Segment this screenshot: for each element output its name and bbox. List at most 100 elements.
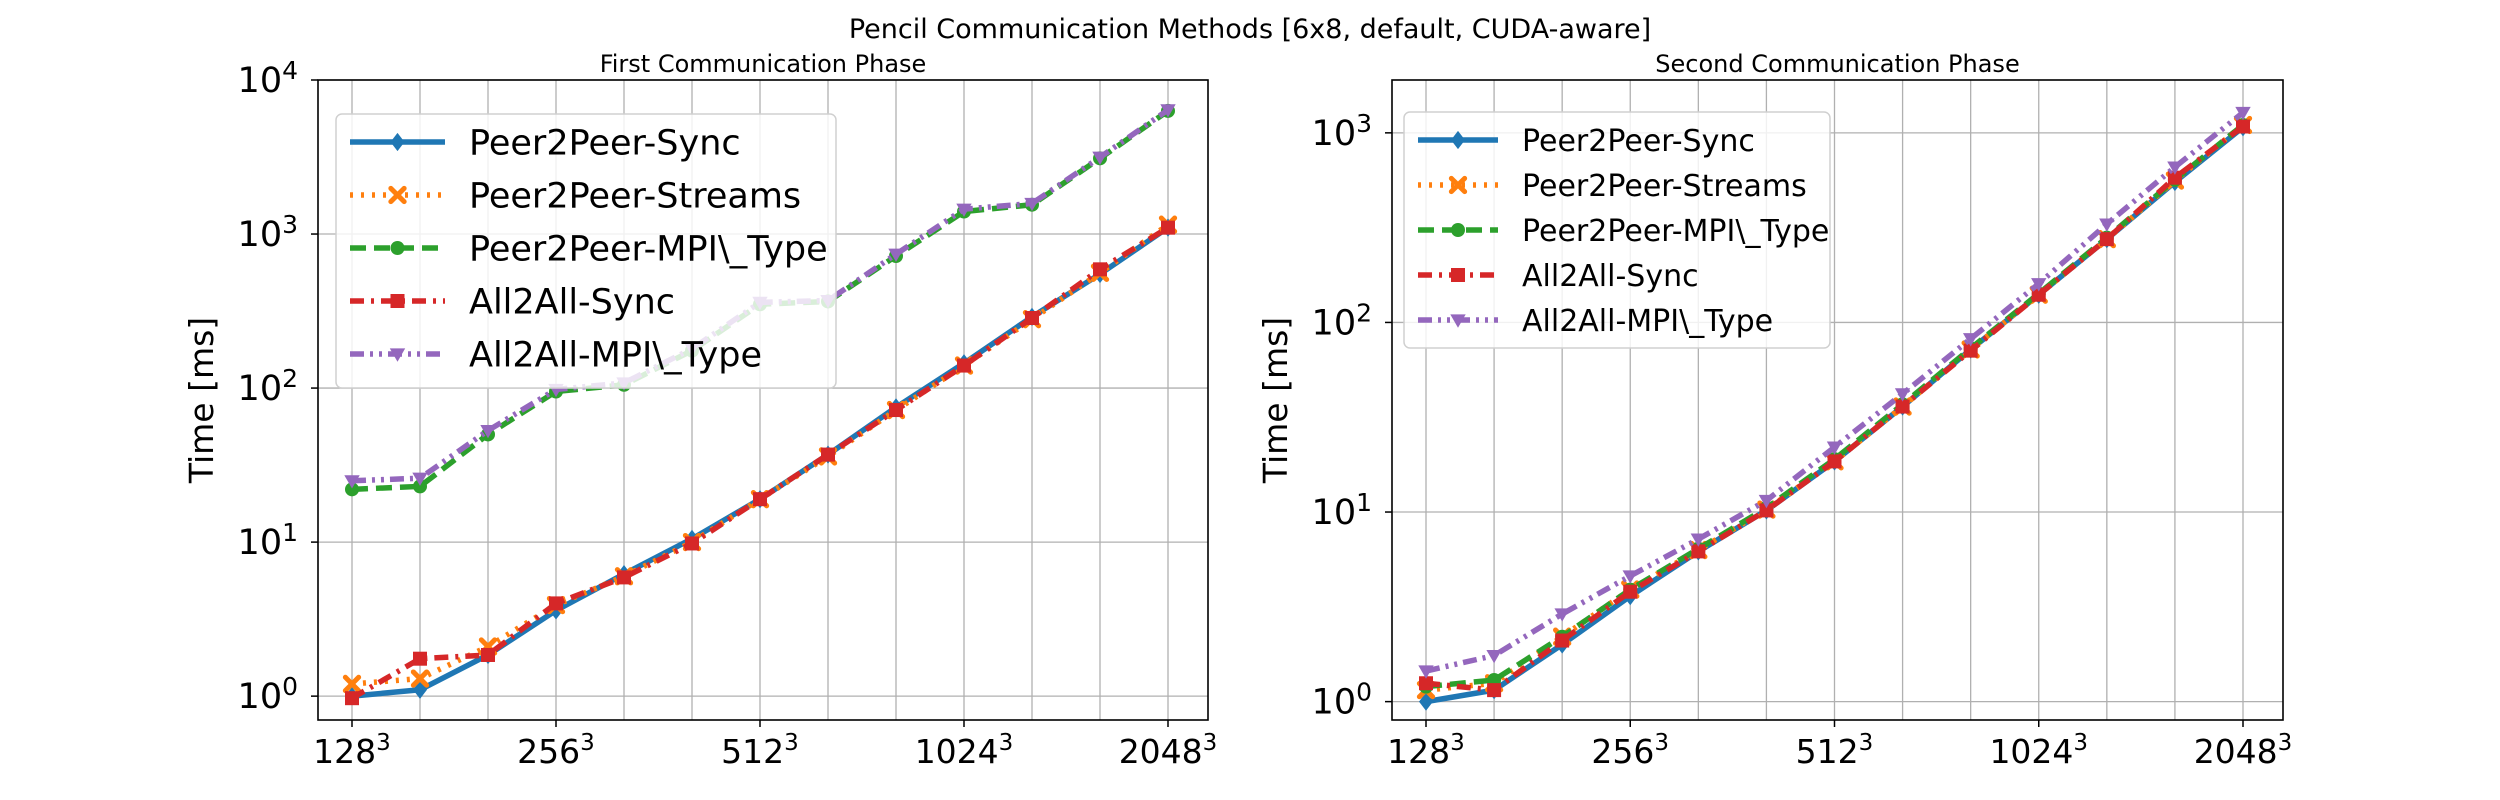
legend-box — [1403, 111, 1831, 349]
data-point-all2all-sync — [1161, 220, 1175, 235]
legend-marker-peer2peer-mpi-type — [390, 241, 405, 255]
y-tick-label: 103 — [1312, 109, 1372, 154]
chart-panel-second-phase: Second Communication Phase 1283 2563 5123 10… — [1256, 50, 2292, 771]
x-tick-label: 10243 — [1989, 730, 2088, 771]
subplot-title: First Communication Phase — [600, 50, 927, 78]
legend-label-peer2peer-streams: Peer2Peer-Streams — [1522, 169, 1807, 204]
data-point-all2all-sync — [617, 570, 631, 585]
data-point-all2all-mpi-type — [2167, 161, 2183, 175]
data-point-peer2peer-sync — [413, 680, 427, 699]
figure-title: Pencil Communication Methods [6x8, defau… — [849, 14, 1651, 45]
series-all2all-sync — [1419, 119, 2250, 698]
x-axis-ticks: 1283 2563 5123 10243 20483 — [1387, 720, 2292, 771]
legend: Peer2Peer-Sync Peer2Peer-Streams Peer2Peer… — [335, 113, 837, 389]
legend-label-peer2peer-streams: Peer2Peer-Streams — [469, 177, 801, 217]
data-point-all2all-mpi-type — [1622, 570, 1638, 584]
y-tick-label: 101 — [238, 518, 298, 563]
data-point-peer2peer-mpi-type — [413, 479, 427, 494]
legend-marker-peer2peer-streams — [1448, 175, 1468, 195]
legend-box — [335, 113, 837, 389]
legend-label-all2all-mpi-type: All2All-MPI\_Type — [469, 336, 762, 376]
data-point-all2all-sync — [2167, 170, 2182, 185]
x-tick-label: 10243 — [915, 730, 1014, 771]
y-axis-ticks: 100 101 102 103 104 — [238, 56, 318, 717]
data-point-peer2peer-streams — [410, 669, 430, 688]
data-point-all2all-sync — [1827, 454, 1842, 469]
legend: Peer2Peer-Sync Peer2Peer-Streams Peer2Peer… — [1403, 111, 1831, 349]
legend-label-peer2peer-mpi-type: Peer2Peer-MPI\_Type — [469, 230, 828, 270]
data-point-all2all-mpi-type — [1826, 441, 1843, 455]
legend-marker-peer2peer-mpi-type — [1451, 223, 1465, 237]
y-tick-label: 102 — [1312, 298, 1372, 343]
data-point-all2all-mpi-type — [2099, 218, 2115, 232]
x-tick-label: 2563 — [517, 730, 595, 771]
data-point-all2all-mpi-type — [1160, 104, 1176, 118]
x-tick-label: 20483 — [1119, 730, 1218, 771]
y-tick-label: 101 — [1312, 488, 1372, 533]
x-tick-label: 2563 — [1591, 730, 1669, 771]
series-all2all-mpi-type — [1418, 106, 2251, 679]
chart-panel-first-phase: First Communication Phase 1283 2563 5123 102… — [182, 50, 1217, 771]
data-point-peer2peer-streams-stroke — [342, 674, 362, 694]
data-point-all2all-sync — [957, 358, 971, 373]
legend-label-all2all-sync: All2All-Sync — [469, 283, 675, 323]
data-point-peer2peer-mpi-type — [345, 482, 359, 497]
y-tick-label: 100 — [238, 672, 298, 717]
data-point-all2all-sync — [889, 403, 903, 418]
data-point-all2all-mpi-type — [1894, 388, 1911, 402]
y-axis-label: Time [ms] — [182, 317, 221, 484]
y-tick-label: 104 — [238, 56, 298, 101]
data-point-all2all-sync — [549, 596, 563, 611]
data-point-all2all-mpi-type — [2235, 106, 2251, 121]
data-point-all2all-sync — [1691, 544, 1706, 559]
data-point-all2all-sync — [481, 647, 495, 662]
data-point-peer2peer-streams — [342, 674, 362, 694]
x-tick-label: 5123 — [1796, 730, 1874, 771]
data-point-all2all-mpi-type — [1690, 533, 1707, 547]
data-point-all2all-sync — [413, 651, 427, 666]
data-point-all2all-mpi-type — [1554, 608, 1570, 622]
y-tick-label: 102 — [238, 364, 298, 409]
data-point-all2all-sync — [1759, 503, 1774, 518]
y-axis-label: Time [ms] — [1256, 317, 1295, 484]
legend-label-peer2peer-sync: Peer2Peer-Sync — [469, 124, 741, 164]
data-point-all2all-sync — [685, 536, 699, 551]
data-point-all2all-sync — [821, 447, 835, 462]
data-point-all2all-mpi-type — [1486, 649, 1502, 664]
data-point-all2all-sync — [2236, 119, 2250, 134]
legend-marker-peer2peer-streams-stroke — [1448, 175, 1468, 195]
data-point-all2all-mpi-type — [2031, 278, 2047, 292]
data-point-all2all-sync — [1093, 262, 1107, 277]
y-axis-ticks: 100 101 102 103 — [1312, 109, 1392, 723]
data-point-all2all-mpi-type — [1962, 333, 1979, 347]
legend-marker-all2all-mpi-type — [389, 348, 406, 362]
x-tick-label: 20483 — [2194, 730, 2293, 771]
legend-marker-peer2peer-sync — [390, 132, 405, 152]
data-point-all2all-sync — [1487, 683, 1502, 698]
data-point-all2all-mpi-type — [956, 203, 972, 217]
data-point-all2all-sync — [2099, 232, 2114, 247]
legend-marker-all2all-sync — [390, 294, 405, 308]
x-axis-ticks: 1283 2563 5123 10243 20483 — [313, 720, 1217, 771]
legend-label-all2all-mpi-type: All2All-MPI\_Type — [1522, 304, 1773, 339]
x-tick-label: 1283 — [1387, 730, 1465, 771]
legend-label-all2all-sync: All2All-Sync — [1522, 259, 1699, 294]
x-tick-label: 5123 — [721, 730, 799, 771]
data-point-all2all-mpi-type — [1024, 197, 1040, 212]
x-tick-label: 1283 — [313, 730, 391, 771]
data-point-all2all-sync — [1963, 343, 1978, 358]
data-point-all2all-sync — [1025, 311, 1039, 326]
y-tick-label: 100 — [1312, 678, 1372, 723]
data-point-all2all-mpi-type — [344, 475, 360, 489]
legend-label-peer2peer-mpi-type: Peer2Peer-MPI\_Type — [1522, 214, 1829, 249]
legend-marker-peer2peer-streams — [388, 185, 407, 205]
series-all2all-sync — [345, 220, 1175, 706]
subplot-title: Second Communication Phase — [1655, 50, 2019, 78]
data-point-all2all-mpi-type — [1418, 665, 1434, 679]
legend-marker-all2all-sync — [1451, 268, 1465, 282]
plot-area-frame — [317, 79, 1209, 721]
data-point-all2all-sync — [2031, 287, 2046, 302]
series-group — [1416, 106, 2253, 711]
data-point-peer2peer-streams-stroke — [410, 669, 430, 688]
